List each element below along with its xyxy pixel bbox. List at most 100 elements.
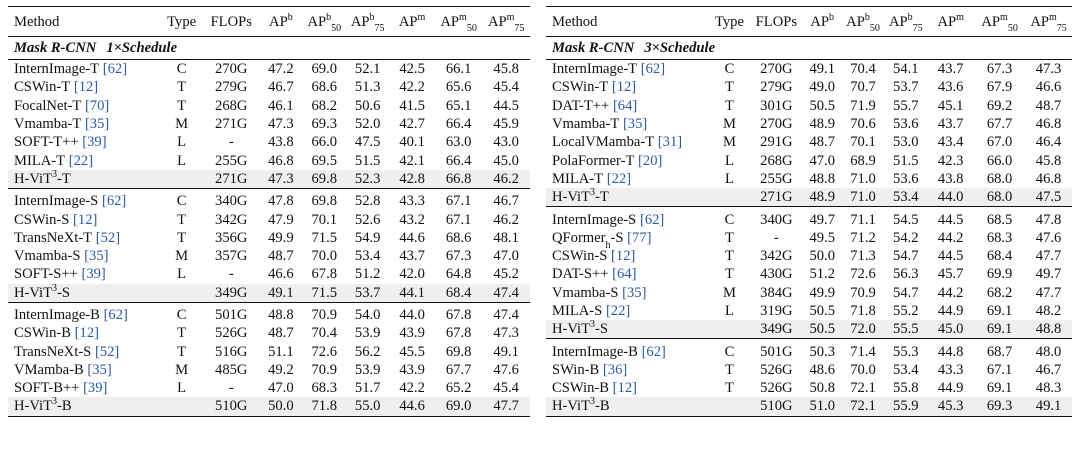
- metric-cell: 68.0: [974, 188, 1026, 207]
- citation-link[interactable]: [22]: [68, 152, 94, 169]
- citation-link[interactable]: [64]: [612, 266, 637, 283]
- type-cell: T: [725, 361, 734, 378]
- table-row: InternImage-S [62] C 340G 47.8 69.8 52.8 43.3 6…: [8, 188, 530, 211]
- citation-link[interactable]: [35]: [622, 116, 648, 133]
- citation-link[interactable]: [62]: [103, 307, 128, 323]
- citation-link[interactable]: [39]: [83, 380, 108, 397]
- method-name: DAT-T++: [552, 97, 610, 114]
- type-cell: T: [725, 380, 734, 397]
- table-row: Vmamba-S [35] M 357G 48.7 70.0 53.4 43.7 67.3 47…: [8, 247, 530, 265]
- citation-link[interactable]: [70]: [84, 97, 110, 114]
- metric-cell: 71.2: [850, 229, 876, 246]
- method-cell: MILA-S [22]: [546, 302, 709, 320]
- citation-link[interactable]: [35]: [84, 116, 110, 133]
- table-row-ours: H-ViT3-B 510G 51.0 72.1 55.9 45.3 69.3 49.1: [546, 397, 1072, 417]
- col-ap50b: APb50: [841, 6, 885, 37]
- metric-cell: 71.4: [841, 338, 885, 361]
- metric-cell: 42.2: [399, 79, 425, 96]
- section-name: Mask R-CNN: [552, 40, 635, 56]
- citation-link[interactable]: [62]: [101, 193, 127, 210]
- citation-link[interactable]: [20]: [638, 152, 663, 169]
- metric-cell: 47.5: [354, 134, 381, 151]
- table-3x-schedule: Method Type FLOPs APb APb50 APb75 APm AP…: [546, 6, 1072, 417]
- citation-link[interactable]: [22]: [606, 170, 632, 187]
- metric-cell: 67.7: [445, 361, 472, 378]
- metric-cell: 54.7: [893, 284, 919, 301]
- metric-cell: 70.0: [311, 248, 338, 265]
- citation-link[interactable]: [62]: [639, 211, 665, 228]
- section-name: Mask R-CNN: [14, 40, 97, 56]
- citation-link[interactable]: [35]: [622, 284, 647, 301]
- metric-cell: 71.1: [841, 206, 885, 229]
- table-row: CSWin-B [12] T 526G 48.7 70.4 53.9 43.9 67.8 47.…: [8, 324, 530, 342]
- citation-link[interactable]: [36]: [602, 361, 628, 378]
- citation-link[interactable]: [12]: [611, 248, 636, 265]
- citation-link[interactable]: [39]: [81, 266, 106, 283]
- citation-link[interactable]: [64]: [612, 97, 638, 114]
- citation-link[interactable]: [52]: [94, 343, 120, 360]
- citation-link[interactable]: [62]: [102, 61, 128, 78]
- metric-cell: 71.0: [850, 170, 876, 187]
- citation-link[interactable]: [35]: [84, 248, 109, 265]
- metric-cell: 51.7: [354, 380, 381, 397]
- method-name: H-ViT: [552, 321, 591, 338]
- flops-cell: 271G: [215, 116, 248, 133]
- method-name: DAT-S++: [552, 266, 609, 283]
- metric-cell: 47.6: [493, 361, 519, 378]
- metric-cell: 56.2: [354, 343, 381, 360]
- metric-cell: 44.0: [927, 188, 975, 207]
- citation-link[interactable]: [12]: [73, 79, 99, 96]
- citation-link[interactable]: [12]: [611, 79, 637, 96]
- citation-link[interactable]: [52]: [95, 229, 121, 246]
- metric-cell: 48.2: [1035, 303, 1062, 319]
- citation-link[interactable]: [31]: [657, 134, 683, 151]
- schedule-label: 1×Schedule: [106, 40, 178, 56]
- method-cell: CSWin-B [12]: [8, 324, 160, 342]
- metric-cell: 49.7: [802, 206, 842, 229]
- citation-link[interactable]: [39]: [82, 134, 107, 151]
- type-cell: L: [177, 380, 187, 397]
- citation-link[interactable]: [22]: [605, 303, 631, 319]
- metric-cell: 44.5: [937, 248, 964, 265]
- metric-cell: 70.4: [850, 61, 876, 78]
- metric-cell: 44.0: [389, 301, 435, 325]
- citation-link[interactable]: [62]: [640, 61, 666, 78]
- table-row-ours: H-ViT3-B 510G 50.0 71.8 55.0 44.6 69.0 47.7: [8, 397, 530, 417]
- metric-cell: 49.7: [1035, 266, 1062, 283]
- flops-cell: 279G: [215, 79, 248, 96]
- metric-cell: 72.1: [850, 380, 876, 397]
- flops-cell: 384G: [760, 284, 793, 301]
- metric-cell: 55.9: [884, 397, 928, 417]
- method-name: Vmamba-S: [552, 284, 619, 301]
- citation-link[interactable]: [12]: [612, 380, 637, 397]
- citation-link[interactable]: [12]: [73, 211, 98, 228]
- metric-cell: 42.2: [399, 380, 425, 397]
- col-apm: APm: [389, 6, 435, 37]
- col-ap50m: APm50: [974, 6, 1026, 37]
- type-cell: [159, 283, 204, 303]
- metric-cell: 53.4: [354, 248, 381, 265]
- method-cell: SOFT-T++ [39]: [8, 133, 160, 151]
- metric-cell: 71.5: [311, 229, 338, 246]
- col-flops: FLOPs: [203, 6, 260, 37]
- metric-cell: 68.6: [445, 229, 472, 246]
- col-ap75b: APb75: [345, 6, 390, 37]
- citation-link[interactable]: [12]: [74, 325, 99, 342]
- metric-cell: 70.9: [302, 301, 346, 325]
- flops-cell: 357G: [215, 248, 248, 265]
- table-row: Vmamba-T [35] M 270G 48.9 70.6 53.6 43.7 67.7 46…: [546, 115, 1072, 133]
- schedule-label: 3×Schedule: [644, 40, 716, 56]
- metric-cell: 70.9: [311, 361, 338, 378]
- metric-cell: 55.0: [345, 397, 390, 417]
- metric-cell: 45.0: [927, 320, 975, 339]
- citation-link[interactable]: [77]: [627, 229, 652, 246]
- citation-link[interactable]: [35]: [87, 361, 112, 378]
- table-row: MILA-S [22] L 319G 50.5 71.8 55.2 44.9 69.1 48.2: [546, 302, 1072, 320]
- type-cell: M: [722, 116, 736, 133]
- method-cell: LocalVMamba-T [31]: [546, 133, 709, 151]
- metric-cell: 69.5: [311, 152, 338, 169]
- citation-link[interactable]: [62]: [641, 343, 666, 360]
- type-cell: C: [709, 206, 750, 229]
- method-superscript: 3: [52, 169, 58, 181]
- metric-cell: 68.7: [974, 338, 1026, 361]
